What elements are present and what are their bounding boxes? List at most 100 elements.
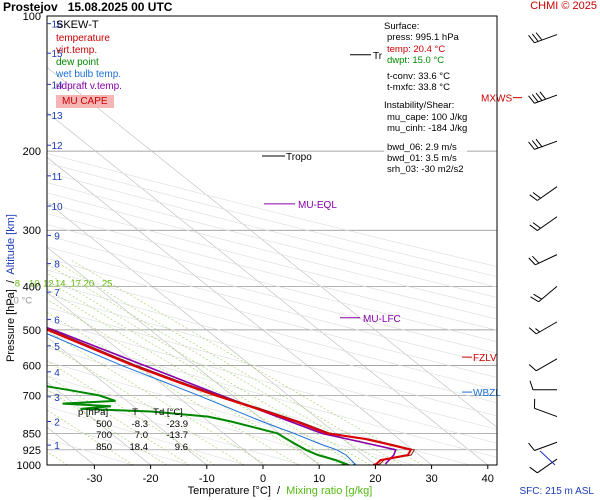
- km-tick-label: 14: [51, 80, 63, 91]
- wind-barb-flag: [539, 91, 547, 100]
- level-table-row: 500 -8.3 -23.9: [96, 418, 188, 430]
- mixing-ratio-line: [47, 360, 215, 465]
- dry-adiabat: [47, 246, 497, 366]
- wind-barb-flag: [528, 442, 535, 451]
- wind-barb-flag: [531, 94, 539, 103]
- pressure-tick-label: 400: [23, 281, 41, 293]
- wet-bulb-line: [47, 333, 356, 465]
- legend-wet-bulb: wet bulb temp.: [56, 69, 122, 80]
- mixing-ratio-line: [47, 263, 388, 465]
- wind-barb-flag: [535, 32, 543, 41]
- wind-barb-staff: [534, 441, 558, 451]
- isotherm-line: [47, 246, 320, 465]
- isotherm-line: [47, 111, 488, 465]
- sfc-label: SFC: 215 m ASL: [519, 486, 594, 497]
- wind-barb-staff: [535, 254, 558, 266]
- mixing-ratio-label: 12: [43, 278, 54, 289]
- dry-adiabat: [47, 361, 414, 465]
- wind-barb-flag: [531, 140, 539, 149]
- y-axis-label: Pressure [hPa] / Altitude [km]: [5, 214, 17, 362]
- dry-adiabat: [47, 421, 190, 465]
- credit-text: CHMI © 2025: [530, 0, 597, 12]
- km-tick-label: 8: [54, 260, 60, 271]
- mixing-ratio-label: 25: [102, 278, 113, 289]
- pressure-tick-label: 100: [23, 11, 41, 23]
- wind-barb-flag: [531, 255, 540, 264]
- isotherm-line: [47, 336, 207, 465]
- dry-adiabat: [47, 333, 497, 458]
- level-table: p [hPa] T Td [°C] 500 -8.3 -23.9 700 7.0…: [78, 407, 188, 453]
- mixing-ratio-label: 20: [84, 278, 95, 289]
- km-tick-label: 5: [54, 342, 60, 353]
- legend-temperature: temperature: [56, 33, 110, 44]
- surface-dwpt: dwpt: 15.0 °C: [387, 55, 445, 67]
- legend-virt-temp: virt.temp.: [56, 45, 98, 56]
- x-tick-label: -10: [199, 473, 215, 485]
- dewpoint-line: [47, 385, 350, 465]
- level-table-header: p [hPa] T Td [°C]: [78, 407, 183, 418]
- dry-adiabat: [47, 182, 497, 298]
- pressure-tick-label: 300: [23, 225, 41, 237]
- dry-adiabat: [47, 319, 497, 444]
- bwd-01: bwd_01: 3.5 m/s: [387, 153, 457, 165]
- x-tick-label: -30: [86, 473, 102, 485]
- km-tick-label: 12: [51, 141, 63, 152]
- km-tick-label: 9: [54, 231, 60, 242]
- isotherm-line: [47, 201, 376, 465]
- wind-barb-flag: [530, 296, 539, 303]
- srh-03: srh_03: -30 m2/s2: [387, 164, 464, 176]
- wind-barb-staff: [535, 358, 558, 372]
- km-tick-label: 4: [54, 368, 60, 379]
- dry-adiabat: [47, 192, 497, 309]
- tropopause-label: Tropo: [286, 152, 312, 163]
- station-title: Prostejov 15.08.2025 00 UTC: [3, 0, 172, 14]
- level-table-row: 700 7.0 -13.7: [96, 430, 188, 441]
- level-table-row: 850 18.4 9.6: [96, 441, 188, 453]
- x-tick-label: 20: [369, 473, 381, 485]
- isotherm-label: -10 °C: [5, 295, 32, 306]
- pressure-tick-label: 700: [23, 390, 41, 402]
- x-tick-label: -20: [143, 473, 159, 485]
- legend-updraft: udpraft v.temp.: [56, 81, 122, 92]
- mixing-ratio-line: [47, 272, 371, 465]
- isotherm-line: [47, 156, 432, 465]
- km-tick-label: 10: [51, 202, 63, 213]
- mu-cape-button[interactable]: MU CAPE: [56, 95, 114, 108]
- mixing-ratio-line: [47, 280, 357, 465]
- pressure-tick-label: 925: [23, 445, 41, 457]
- fzlv-label: FZLV: [473, 353, 497, 364]
- dry-adiabat: [47, 153, 497, 267]
- instability-title: Instability/Shear:: [384, 100, 455, 112]
- wind-barb-flag: [528, 141, 535, 150]
- tr-label: Tr: [373, 51, 383, 62]
- km-tick-label: 13: [51, 111, 63, 122]
- wind-barb-flag: [529, 466, 538, 474]
- surface-temp: temp: 20.4 °C: [387, 43, 446, 55]
- wind-barb-half: [535, 328, 540, 333]
- datetime: 15.08.2025 00 UTC: [67, 0, 173, 14]
- updraft-line: [47, 326, 397, 465]
- dry-adiabat: [47, 390, 302, 465]
- t-conv: t-conv: 33.6 °C: [387, 70, 450, 82]
- wind-barb-flag: [528, 364, 537, 372]
- dry-adiabat: [47, 346, 471, 465]
- dry-adiabat: [47, 306, 497, 430]
- dry-adiabat: [47, 235, 497, 354]
- wind-barb-flag: [533, 293, 542, 300]
- dry-adiabat: [47, 406, 246, 465]
- km-tick-label: 15: [51, 49, 63, 60]
- dry-adiabat: [47, 162, 497, 277]
- dry-adiabat: [47, 269, 497, 391]
- mixing-ratio-label: 17: [70, 278, 81, 289]
- pressure-tick-label: 600: [23, 360, 41, 372]
- wind-barb-staff: [534, 407, 558, 418]
- dry-adiabat: [47, 172, 497, 288]
- x-tick-label: 30: [425, 473, 437, 485]
- wind-barb-flag: [532, 222, 541, 229]
- wind-barb-flag: [529, 194, 538, 201]
- mixing-ratio-line: [47, 375, 190, 465]
- km-tick-label: 7: [54, 288, 60, 299]
- dry-adiabat: [47, 257, 497, 378]
- mu-cape-value: mu_cape: 100 J/kg: [387, 111, 468, 123]
